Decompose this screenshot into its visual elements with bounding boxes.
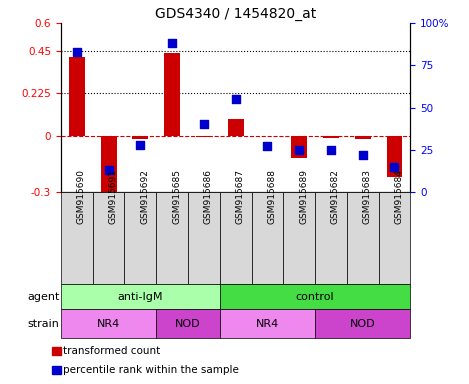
Text: percentile rank within the sample: percentile rank within the sample bbox=[63, 365, 239, 375]
Point bbox=[168, 40, 176, 46]
Text: NOD: NOD bbox=[175, 318, 201, 329]
Text: NOD: NOD bbox=[350, 318, 376, 329]
Bar bbox=[220, 284, 410, 309]
Bar bbox=[315, 309, 410, 338]
Text: NR4: NR4 bbox=[97, 318, 120, 329]
Point bbox=[391, 164, 398, 170]
Bar bbox=[220, 192, 251, 284]
Text: GSM915691: GSM915691 bbox=[109, 169, 118, 224]
Point bbox=[232, 96, 239, 102]
Text: strain: strain bbox=[28, 318, 60, 329]
Point bbox=[200, 121, 208, 127]
Bar bbox=[164, 53, 180, 136]
Text: GSM915690: GSM915690 bbox=[77, 169, 86, 224]
Text: GSM915684: GSM915684 bbox=[394, 169, 403, 224]
Title: GDS4340 / 1454820_at: GDS4340 / 1454820_at bbox=[155, 7, 316, 21]
Text: GSM915685: GSM915685 bbox=[172, 169, 181, 224]
Bar bbox=[291, 136, 307, 158]
Point bbox=[359, 152, 366, 158]
Point bbox=[105, 167, 113, 173]
Bar bbox=[283, 192, 315, 284]
Bar bbox=[61, 309, 156, 338]
Text: GSM915682: GSM915682 bbox=[331, 169, 340, 224]
Bar bbox=[93, 192, 124, 284]
Point bbox=[295, 147, 303, 153]
Bar bbox=[61, 192, 93, 284]
Point bbox=[264, 143, 271, 149]
Text: GSM915692: GSM915692 bbox=[140, 169, 150, 224]
Bar bbox=[156, 309, 220, 338]
Bar bbox=[251, 192, 283, 284]
Text: agent: agent bbox=[27, 291, 60, 302]
Text: NR4: NR4 bbox=[256, 318, 279, 329]
Bar bbox=[228, 119, 243, 136]
Bar bbox=[347, 192, 378, 284]
Bar bbox=[378, 192, 410, 284]
Text: GSM915688: GSM915688 bbox=[267, 169, 276, 224]
Bar bbox=[386, 136, 402, 177]
Bar bbox=[188, 192, 220, 284]
Text: GSM915683: GSM915683 bbox=[363, 169, 372, 224]
Bar bbox=[61, 284, 220, 309]
Bar bbox=[220, 309, 315, 338]
Text: anti-IgM: anti-IgM bbox=[118, 291, 163, 302]
Text: control: control bbox=[296, 291, 334, 302]
Text: GSM915686: GSM915686 bbox=[204, 169, 213, 224]
Bar bbox=[156, 192, 188, 284]
Bar bbox=[315, 192, 347, 284]
Text: transformed count: transformed count bbox=[63, 346, 160, 356]
Bar bbox=[323, 136, 339, 137]
Bar bbox=[196, 136, 212, 137]
Bar bbox=[101, 136, 117, 201]
Point bbox=[136, 142, 144, 148]
Bar bbox=[355, 136, 371, 139]
Text: GSM915689: GSM915689 bbox=[299, 169, 308, 224]
Bar bbox=[69, 57, 85, 136]
Bar bbox=[132, 136, 148, 139]
Text: GSM915687: GSM915687 bbox=[235, 169, 245, 224]
Point bbox=[327, 147, 335, 153]
Bar bbox=[124, 192, 156, 284]
Point bbox=[73, 49, 81, 55]
